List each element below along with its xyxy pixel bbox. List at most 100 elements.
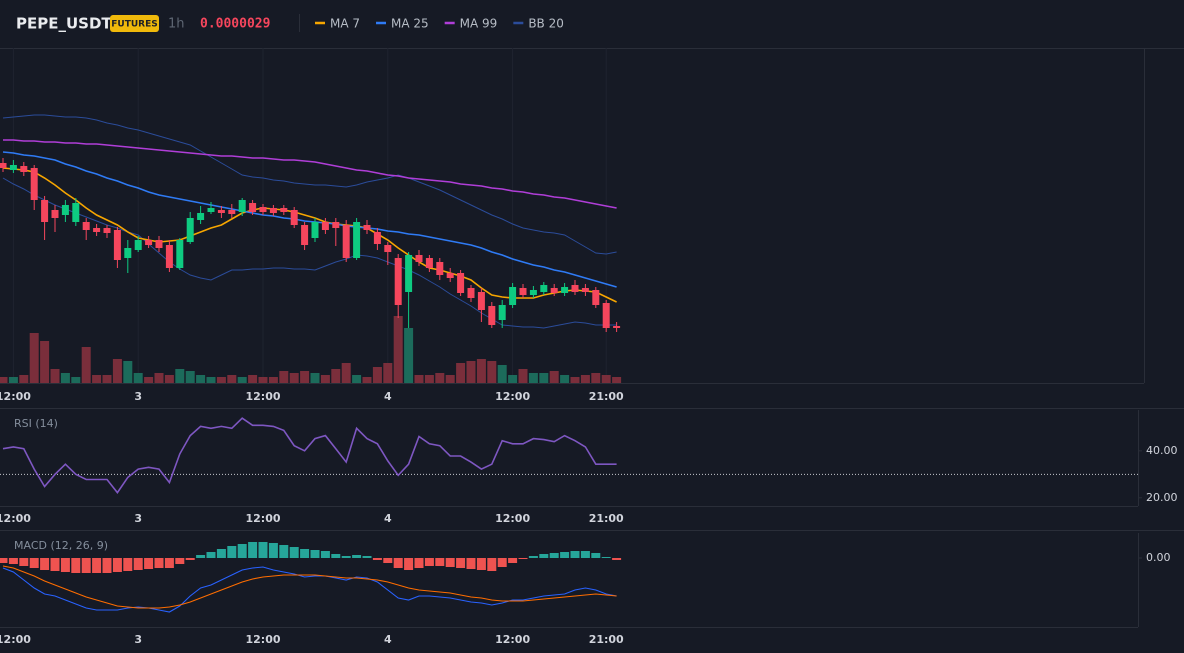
volume-bar	[487, 361, 497, 383]
badge-bg	[110, 15, 159, 32]
candle-body	[301, 225, 309, 245]
legend: MA 7 MA 25 MA 99 BB 20	[315, 17, 564, 31]
volume-bar	[60, 373, 70, 383]
volume-bar	[175, 369, 185, 383]
candle-body	[103, 228, 111, 233]
candle-body	[384, 245, 392, 252]
histogram-bar	[435, 558, 445, 566]
volume-bar	[352, 375, 362, 383]
histogram-bar	[404, 558, 414, 570]
volume-bar	[268, 377, 278, 383]
panel-title: RSI (14)	[14, 417, 58, 430]
histogram-bar	[414, 558, 424, 568]
volume-bar	[476, 359, 486, 383]
volume-bar	[383, 363, 393, 383]
histogram-bar	[331, 554, 341, 558]
histogram-bar	[164, 558, 174, 568]
candle-body	[217, 210, 225, 213]
interval: 1h	[168, 17, 185, 32]
histogram-bar	[601, 557, 611, 558]
histogram-bar	[185, 558, 195, 560]
candle-body	[477, 292, 485, 310]
candle-body	[93, 228, 101, 232]
candle-body	[82, 222, 90, 230]
volume-bar	[601, 375, 611, 383]
histogram-bar	[40, 558, 50, 570]
x-tick-label: 12:00	[0, 390, 31, 403]
volume-bar	[320, 375, 330, 383]
candle-body	[9, 165, 17, 170]
volume-bar	[445, 375, 455, 383]
volume-bar	[164, 375, 174, 383]
candle-body	[61, 205, 69, 215]
volume-bar	[154, 373, 164, 383]
candle-body	[30, 168, 38, 200]
histogram-bar	[445, 558, 455, 567]
histogram-bar	[300, 549, 310, 558]
histogram-bar	[71, 558, 81, 573]
candle-body	[363, 225, 371, 230]
histogram-bar	[29, 558, 39, 568]
volume-bar	[123, 361, 133, 383]
histogram-bar	[352, 555, 362, 558]
volume-bar	[528, 373, 538, 383]
volume-bar	[362, 377, 372, 383]
candle-body	[207, 208, 215, 212]
volume-bar	[50, 369, 60, 383]
y-tick-label: 0.00	[1146, 551, 1171, 564]
histogram-bar	[92, 558, 102, 573]
volume-bar	[102, 375, 112, 383]
volume-bar	[279, 371, 289, 383]
histogram-bar	[216, 549, 226, 558]
x-tick-label: 12:00	[245, 390, 280, 403]
histogram-bar	[237, 544, 247, 558]
volume-bar	[591, 373, 601, 383]
candle-body	[134, 240, 142, 250]
histogram-bar	[8, 558, 18, 564]
histogram-bar	[60, 558, 70, 572]
histogram-bar	[580, 551, 590, 558]
volume-bar	[206, 377, 216, 383]
candle-body	[509, 287, 517, 305]
candle-body	[425, 258, 433, 268]
volume-bar	[29, 333, 39, 383]
volume-bar	[310, 373, 320, 383]
volume-bar	[196, 375, 206, 383]
histogram-bar	[539, 554, 549, 558]
candle-body	[20, 166, 28, 172]
histogram-bar	[81, 558, 91, 573]
candle-body	[613, 326, 621, 328]
histogram-bar	[497, 558, 507, 567]
x-tick-label: 12:00	[0, 633, 31, 646]
histogram-bar	[206, 552, 216, 558]
legend-label: BB 20	[528, 17, 564, 31]
histogram-bar	[508, 558, 518, 563]
y-tick-label: 20.00	[1146, 491, 1178, 504]
histogram-bar	[289, 547, 299, 558]
candle-body	[436, 262, 444, 275]
x-tick-label: 21:00	[589, 390, 624, 403]
histogram-bar	[362, 556, 372, 558]
histogram-bar	[393, 558, 403, 568]
bollinger-band	[2, 114, 617, 255]
volume-bar	[300, 371, 310, 383]
volume-bar	[508, 375, 518, 383]
x-tick-label: 3	[134, 512, 142, 525]
histogram-bar	[320, 551, 330, 558]
histogram-bar	[50, 558, 60, 571]
legend-label: MA 7	[330, 17, 360, 31]
x-tick-label: 12:00	[495, 633, 530, 646]
histogram-bar	[570, 551, 580, 558]
volume-bar	[539, 373, 549, 383]
symbol: PEPE_USDT	[16, 15, 112, 33]
volume-bar	[560, 375, 570, 383]
candle-body	[332, 222, 340, 228]
volume-bar	[424, 375, 434, 383]
candle-body	[165, 245, 173, 268]
histogram-bar	[456, 558, 466, 568]
volume-bar	[456, 363, 466, 383]
volume-bar	[372, 367, 382, 383]
candle-body	[394, 258, 402, 305]
